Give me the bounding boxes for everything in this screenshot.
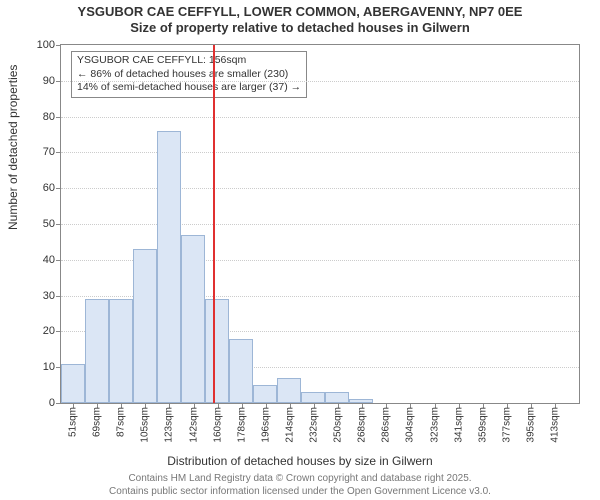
y-tick-mark xyxy=(56,81,61,82)
y-tick-mark xyxy=(56,45,61,46)
x-tick-label: 196sqm xyxy=(261,407,272,443)
x-tick-label: 214sqm xyxy=(285,407,296,443)
histogram-bar xyxy=(229,339,253,403)
x-tick-label: 395sqm xyxy=(526,407,537,443)
histogram-bar xyxy=(253,385,277,403)
gridline-h xyxy=(61,188,579,189)
y-tick-mark xyxy=(56,296,61,297)
y-tick-label: 40 xyxy=(43,254,55,266)
x-tick-label: 286sqm xyxy=(380,407,391,443)
annotation-line1: YSGUBOR CAE CEFFYLL: 156sqm xyxy=(77,54,301,68)
x-tick-label: 250sqm xyxy=(332,407,343,443)
x-tick-label: 341sqm xyxy=(454,407,465,443)
footer: Contains HM Land Registry data © Crown c… xyxy=(0,473,600,498)
gridline-h xyxy=(61,224,579,225)
plot-area: YSGUBOR CAE CEFFYLL: 156sqm ← 86% of det… xyxy=(60,44,580,404)
histogram-bar xyxy=(349,399,373,403)
x-tick-label: 123sqm xyxy=(163,407,174,443)
x-tick-label: 160sqm xyxy=(213,407,224,443)
reference-line xyxy=(213,45,215,403)
y-tick-mark xyxy=(56,117,61,118)
gridline-h xyxy=(61,117,579,118)
y-tick-label: 50 xyxy=(43,218,55,230)
y-tick-label: 80 xyxy=(43,111,55,123)
title-block: YSGUBOR CAE CEFFYLL, LOWER COMMON, ABERG… xyxy=(0,4,600,37)
x-tick-label: 377sqm xyxy=(502,407,513,443)
y-tick-mark xyxy=(56,260,61,261)
histogram-bar xyxy=(301,392,325,403)
x-tick-label: 359sqm xyxy=(478,407,489,443)
histogram-bar xyxy=(181,235,205,403)
x-axis-label: Distribution of detached houses by size … xyxy=(0,454,600,468)
footer-line2: Contains public sector information licen… xyxy=(0,486,600,499)
annotation-line2: ← 86% of detached houses are smaller (23… xyxy=(77,68,301,82)
histogram-bar xyxy=(85,299,109,403)
x-tick-label: 51sqm xyxy=(67,407,78,437)
y-tick-mark xyxy=(56,403,61,404)
histogram-bar xyxy=(61,364,85,403)
x-tick-label: 413sqm xyxy=(550,407,561,443)
y-tick-label: 70 xyxy=(43,146,55,158)
y-tick-label: 60 xyxy=(43,182,55,194)
chart-container: YSGUBOR CAE CEFFYLL, LOWER COMMON, ABERG… xyxy=(0,0,600,500)
x-tick-label: 304sqm xyxy=(404,407,415,443)
gridline-h xyxy=(61,81,579,82)
x-tick-label: 105sqm xyxy=(139,407,150,443)
y-tick-mark xyxy=(56,188,61,189)
y-tick-label: 10 xyxy=(43,361,55,373)
x-tick-label: 232sqm xyxy=(309,407,320,443)
y-tick-label: 90 xyxy=(43,75,55,87)
histogram-bar xyxy=(109,299,133,403)
y-tick-label: 30 xyxy=(43,290,55,302)
y-tick-mark xyxy=(56,224,61,225)
footer-line1: Contains HM Land Registry data © Crown c… xyxy=(0,473,600,486)
y-tick-label: 0 xyxy=(49,397,55,409)
x-tick-label: 268sqm xyxy=(356,407,367,443)
x-tick-label: 178sqm xyxy=(237,407,248,443)
x-tick-label: 69sqm xyxy=(91,407,102,437)
annotation-line3: 14% of semi-detached houses are larger (… xyxy=(77,81,301,95)
histogram-bar xyxy=(277,378,301,403)
x-tick-label: 142sqm xyxy=(189,407,200,443)
annotation-box: YSGUBOR CAE CEFFYLL: 156sqm ← 86% of det… xyxy=(71,51,307,98)
y-tick-label: 20 xyxy=(43,325,55,337)
histogram-bar xyxy=(157,131,181,403)
gridline-h xyxy=(61,152,579,153)
y-tick-mark xyxy=(56,331,61,332)
histogram-bar xyxy=(133,249,157,403)
title-line1: YSGUBOR CAE CEFFYLL, LOWER COMMON, ABERG… xyxy=(0,4,600,20)
x-tick-label: 87sqm xyxy=(115,407,126,437)
x-tick-label: 323sqm xyxy=(430,407,441,443)
title-line2: Size of property relative to detached ho… xyxy=(0,20,600,36)
y-tick-label: 100 xyxy=(37,39,55,51)
y-axis-label: Number of detached properties xyxy=(6,65,20,230)
histogram-bar xyxy=(205,299,229,403)
histogram-bar xyxy=(325,392,349,403)
y-tick-mark xyxy=(56,152,61,153)
